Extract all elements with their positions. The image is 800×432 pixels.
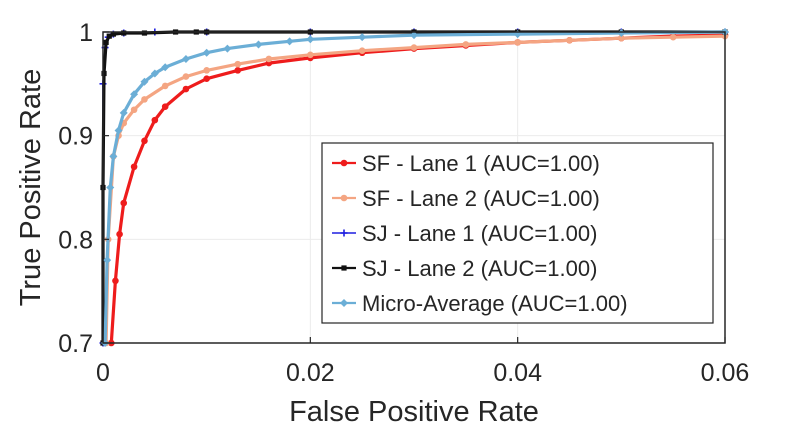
y-tick-label: 1	[79, 19, 93, 47]
data-point	[203, 75, 210, 82]
data-point	[151, 116, 159, 124]
data-point	[514, 39, 521, 46]
legend-swatch-marker	[340, 194, 348, 202]
legend-item: SF - Lane 1 (AUC=1.00)	[332, 151, 600, 176]
legend-label: SJ - Lane 1 (AUC=1.00)	[362, 221, 597, 246]
data-point	[566, 36, 573, 44]
legend-swatch-marker	[340, 299, 348, 307]
x-tick-label: 0.04	[493, 359, 542, 387]
data-point	[410, 31, 418, 40]
x-tick-label: 0.06	[701, 359, 750, 387]
axis-ticks: 0 0.02 0.04 0.06 0.7 0.8 0.9 1	[58, 19, 749, 387]
data-point	[130, 163, 138, 171]
legend-box	[321, 142, 714, 324]
data-point	[110, 31, 116, 37]
legend-label: SJ - Lane 2 (AUC=1.00)	[362, 256, 597, 281]
y-tick-label: 0.9	[58, 123, 93, 151]
data-point	[103, 39, 109, 45]
data-point	[109, 152, 118, 161]
data-point	[161, 63, 170, 72]
data-point	[462, 41, 470, 48]
data-point	[669, 33, 677, 41]
data-point	[101, 70, 107, 77]
data-point	[265, 55, 273, 63]
x-tick-label: 0	[96, 359, 110, 387]
legend-item: Micro-Average (AUC=1.00)	[332, 291, 628, 316]
data-point	[141, 137, 148, 145]
data-point	[182, 73, 190, 80]
legend-swatch-marker	[340, 229, 348, 237]
data-point	[223, 44, 232, 53]
data-point	[121, 30, 127, 36]
data-point	[202, 48, 211, 57]
data-point	[112, 277, 119, 285]
legend-label: SF - Lane 1 (AUC=1.00)	[362, 151, 600, 176]
legend-swatch-marker	[341, 265, 347, 271]
data-point	[150, 69, 159, 78]
data-point	[285, 37, 294, 46]
data-point	[130, 106, 138, 114]
legend-swatch-marker	[340, 159, 348, 167]
data-point	[161, 103, 169, 110]
data-point	[234, 67, 242, 74]
data-point	[161, 82, 169, 90]
legend-item: SJ - Lane 2 (AUC=1.00)	[332, 256, 597, 281]
data-point	[234, 60, 242, 68]
data-point	[106, 183, 115, 192]
y-tick-label: 0.7	[58, 330, 93, 358]
data-point	[410, 44, 418, 51]
data-point	[307, 51, 314, 59]
series-5	[101, 28, 729, 347]
data-point	[617, 29, 626, 38]
data-point	[106, 33, 112, 39]
data-point	[130, 90, 139, 99]
data-point	[181, 54, 190, 63]
y-tick-label: 0.8	[58, 226, 93, 254]
data-point	[103, 256, 112, 265]
legend: SF - Lane 1 (AUC=1.00) SF - Lane 2 (AUC=1…	[321, 142, 714, 324]
x-axis-label: False Positive Rate	[289, 396, 539, 428]
legend-item: SJ - Lane 1 (AUC=1.00)	[332, 221, 597, 246]
data-point	[182, 85, 190, 93]
data-point	[306, 35, 315, 44]
data-point	[114, 126, 123, 135]
data-point	[140, 77, 149, 86]
data-point	[119, 108, 128, 117]
data-point	[141, 96, 148, 103]
data-point	[254, 40, 263, 49]
data-point	[618, 34, 625, 42]
data-point	[358, 47, 366, 54]
data-point	[141, 30, 148, 36]
data-point	[120, 199, 128, 207]
data-point	[203, 67, 210, 74]
legend-item: SF - Lane 2 (AUC=1.00)	[332, 186, 600, 211]
y-axis-label: True Positive Rate	[15, 69, 47, 306]
plot-area-frame	[102, 31, 726, 344]
legend-label: Micro-Average (AUC=1.00)	[362, 291, 628, 316]
x-tick-label: 0.02	[286, 359, 335, 387]
data-point	[358, 33, 367, 42]
legend-label: SF - Lane 2 (AUC=1.00)	[362, 186, 600, 211]
data-point	[116, 230, 123, 238]
